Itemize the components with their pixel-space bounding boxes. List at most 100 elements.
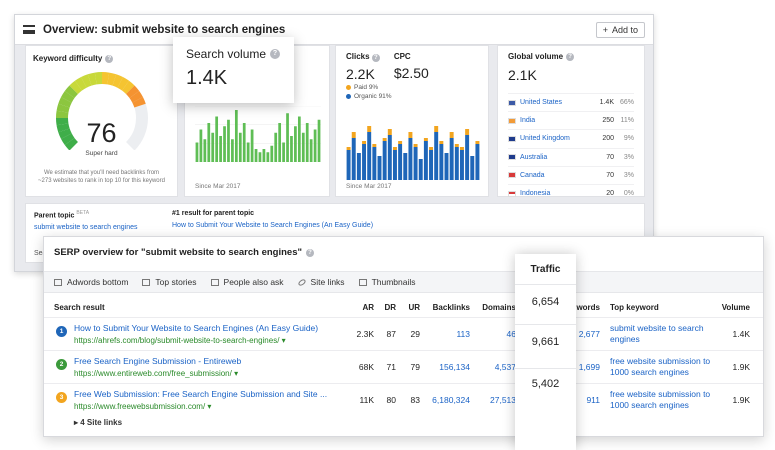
beta-badge: BETA bbox=[76, 210, 90, 216]
volume-bar bbox=[242, 123, 246, 162]
paid-dot-icon bbox=[346, 85, 351, 90]
help-icon[interactable]: ? bbox=[371, 54, 380, 62]
cell-backlinks[interactable]: 6,180,324 bbox=[432, 395, 470, 405]
country-name[interactable]: Indonesia bbox=[520, 190, 551, 198]
organic-bar bbox=[423, 141, 428, 180]
country-row[interactable]: United States 1.4K 66% bbox=[508, 93, 634, 111]
paid-bar bbox=[408, 132, 413, 138]
hamburger-icon[interactable] bbox=[23, 25, 35, 34]
volume-bar bbox=[246, 142, 250, 162]
organic-bar bbox=[449, 138, 454, 180]
help-icon[interactable]: ? bbox=[105, 54, 114, 63]
cell-domains[interactable]: 27,513 bbox=[490, 395, 516, 405]
cpc-label: CPC bbox=[393, 52, 411, 61]
result-title-link[interactable]: Free Search Engine Submission - Entirewe… bbox=[74, 356, 242, 366]
col-domains[interactable]: Domains bbox=[482, 303, 516, 312]
col-ur[interactable]: UR bbox=[408, 303, 420, 312]
help-icon[interactable]: ? bbox=[306, 248, 314, 257]
gauge-segment bbox=[125, 85, 140, 99]
people-also-ask-icon bbox=[210, 278, 219, 286]
gauge-segment bbox=[56, 123, 70, 133]
country-row[interactable]: India 250 11% bbox=[508, 111, 634, 129]
country-volume: 200 bbox=[602, 135, 614, 143]
col-ar[interactable]: AR bbox=[362, 303, 374, 312]
organic-dot-icon bbox=[346, 94, 351, 99]
country-name[interactable]: India bbox=[520, 117, 536, 125]
cell-domains[interactable]: 46 bbox=[506, 329, 516, 339]
result-title-link[interactable]: How to Submit Your Website to Search Eng… bbox=[74, 323, 319, 333]
search-volume-since: Since Mar 2017 bbox=[195, 183, 241, 190]
country-volume: 1.4K bbox=[599, 99, 614, 107]
volume-bar bbox=[223, 126, 226, 162]
cell-backlinks[interactable]: 113 bbox=[456, 329, 470, 339]
traffic-callout: Traffic 6,654 9,661 5,402 bbox=[515, 254, 576, 450]
cell-top-keyword[interactable]: free website submission to 1000 search e… bbox=[610, 389, 711, 411]
result-url-link[interactable]: https://www.entireweb.com/free_submissio… bbox=[74, 369, 239, 378]
country-name[interactable]: Canada bbox=[520, 171, 545, 179]
organic-bar bbox=[403, 153, 408, 180]
cell-ur: 79 bbox=[410, 362, 420, 372]
col-backlinks[interactable]: Backlinks bbox=[432, 303, 470, 312]
col-top-keyword[interactable]: Top keyword bbox=[610, 303, 659, 312]
volume-bar bbox=[309, 139, 313, 162]
gauge-segment bbox=[58, 128, 72, 139]
volume-bar bbox=[207, 123, 211, 162]
country-volume: 20 bbox=[606, 190, 614, 198]
feature-thumbnails[interactable]: Thumbnails bbox=[358, 277, 416, 287]
cell-backlinks[interactable]: 156,134 bbox=[439, 362, 470, 372]
col-dr[interactable]: DR bbox=[384, 303, 396, 312]
feature-top-stories[interactable]: Top stories bbox=[142, 277, 197, 287]
country-name[interactable]: United States bbox=[520, 99, 563, 107]
volume-bar bbox=[227, 119, 230, 162]
cell-ur: 83 bbox=[410, 395, 420, 405]
gauge-segment bbox=[58, 97, 72, 108]
result-url-link[interactable]: https://www.freewebsubmission.com/ ▾ bbox=[74, 402, 212, 411]
gauge-segment bbox=[64, 85, 79, 99]
parent-topic-link[interactable]: submit website to search engines bbox=[34, 224, 138, 232]
help-icon[interactable]: ? bbox=[270, 49, 281, 59]
gauge-segment bbox=[112, 74, 123, 88]
country-percent: 9% bbox=[623, 135, 634, 143]
country-row[interactable]: United Kingdom 200 9% bbox=[508, 129, 634, 147]
serp-title: SERP overview for "submit website to sea… bbox=[54, 247, 314, 258]
country-row[interactable]: Canada 70 3% bbox=[508, 165, 634, 184]
cell-top-keyword[interactable]: free website submission to 1000 search e… bbox=[610, 356, 711, 378]
top-stories-icon bbox=[142, 278, 151, 286]
keyword-difficulty-label: Keyword difficulty ? bbox=[33, 54, 170, 63]
paid-bar bbox=[459, 147, 464, 150]
paid-bar bbox=[475, 141, 480, 144]
country-row[interactable]: Indonesia 20 0% bbox=[508, 183, 634, 202]
country-name[interactable]: United Kingdom bbox=[520, 135, 570, 143]
indonesia-flag-icon bbox=[508, 190, 516, 197]
add-to-button[interactable]: + Add to bbox=[595, 21, 645, 38]
australia-flag-icon bbox=[508, 154, 516, 161]
cell-keywords[interactable]: 1,699 bbox=[578, 362, 600, 372]
gauge-segment bbox=[74, 77, 87, 91]
keyword-difficulty-description: We estimate that you'll need backlinks f… bbox=[38, 170, 165, 184]
gauge-segment bbox=[117, 77, 130, 91]
volume-bar bbox=[195, 142, 199, 162]
traffic-value: 6,654 bbox=[531, 296, 560, 308]
help-icon[interactable]: ? bbox=[566, 52, 575, 61]
result-title-link[interactable]: Free Web Submission: Free Search Engine … bbox=[74, 389, 328, 399]
site-links-toggle[interactable]: ▸ 4 Site links bbox=[74, 418, 123, 427]
result-url-link[interactable]: https://ahrefs.com/blog/submit-website-t… bbox=[74, 336, 286, 345]
cell-domains[interactable]: 4,537 bbox=[494, 362, 516, 372]
feature-people-also-ask[interactable]: People also ask bbox=[210, 277, 284, 287]
organic-legend-label: Organic 91% bbox=[354, 93, 392, 100]
feature-adwords-bottom[interactable]: Adwords bottom bbox=[54, 277, 128, 287]
search-volume-value: 1.4K bbox=[186, 67, 228, 89]
col-keywords[interactable]: words bbox=[576, 303, 600, 312]
cell-keywords[interactable]: 911 bbox=[586, 395, 600, 405]
col-volume[interactable]: Volume bbox=[721, 303, 750, 312]
cell-keywords[interactable]: 2,677 bbox=[578, 329, 600, 339]
country-row[interactable]: Australia 70 3% bbox=[508, 147, 634, 166]
col-search-result[interactable]: Search result bbox=[54, 303, 105, 312]
adwords-icon bbox=[54, 278, 62, 286]
cell-top-keyword[interactable]: submit website to search engines bbox=[610, 323, 704, 345]
volume-bar bbox=[262, 149, 266, 162]
country-name[interactable]: Australia bbox=[520, 153, 548, 161]
first-result-link[interactable]: How to Submit Your Website to Search Eng… bbox=[172, 222, 374, 229]
volume-bar bbox=[238, 132, 242, 162]
feature-site-links[interactable]: Site links bbox=[296, 277, 345, 287]
